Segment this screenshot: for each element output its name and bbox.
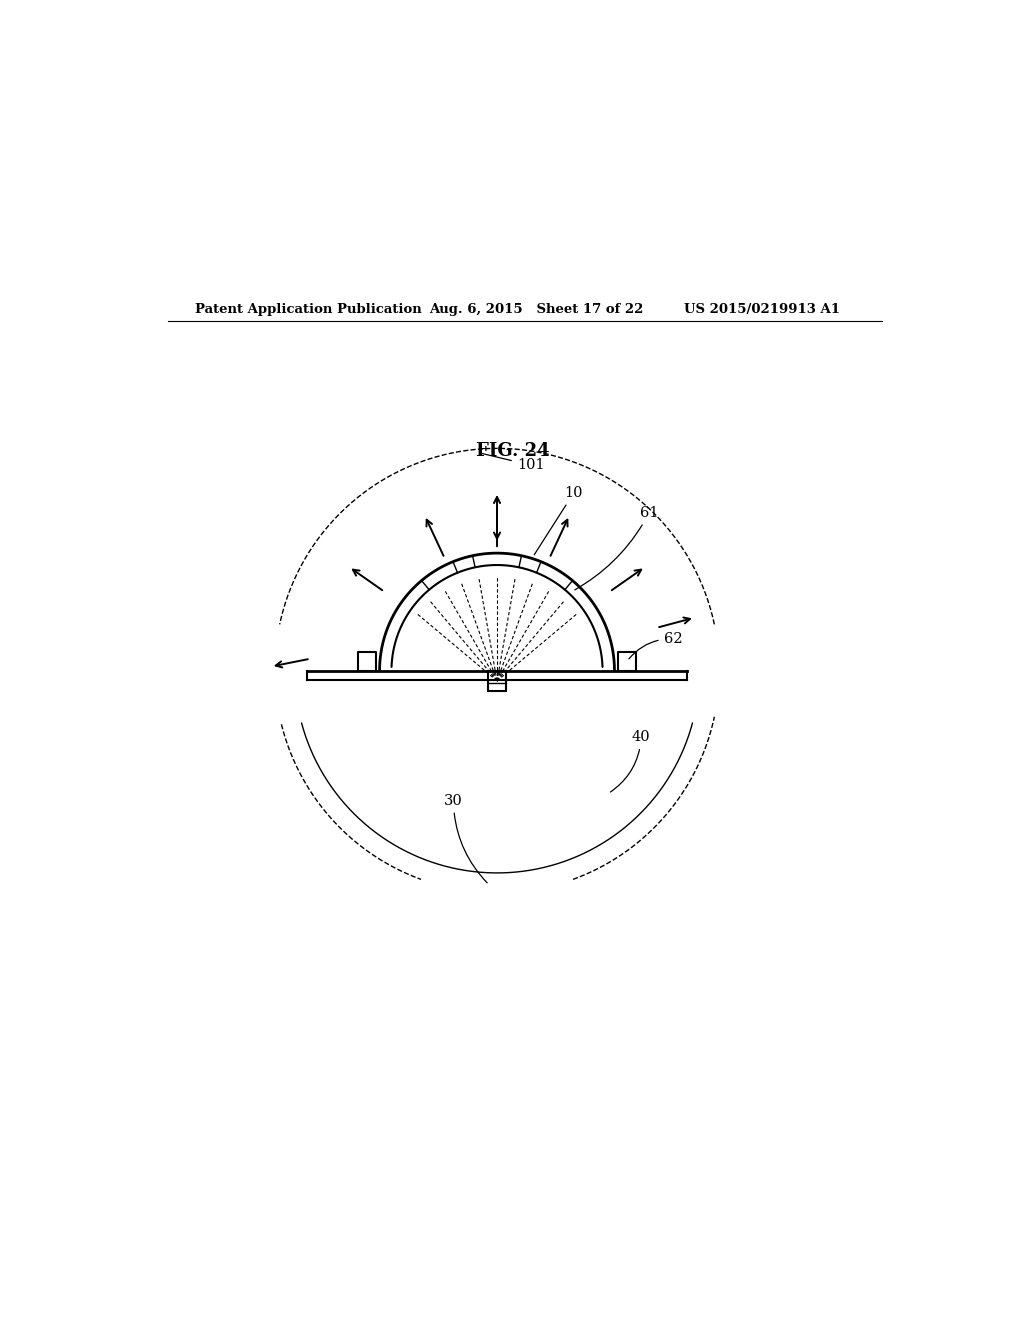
Bar xyxy=(488,671,506,692)
Text: Patent Application Publication: Patent Application Publication xyxy=(196,304,422,315)
Text: 61: 61 xyxy=(574,506,658,590)
Text: US 2015/0219913 A1: US 2015/0219913 A1 xyxy=(684,304,840,315)
Text: FIG. 24: FIG. 24 xyxy=(476,442,550,461)
Text: 62: 62 xyxy=(629,632,682,659)
Text: 10: 10 xyxy=(535,486,583,554)
Text: 40: 40 xyxy=(610,730,650,792)
Text: Aug. 6, 2015   Sheet 17 of 22: Aug. 6, 2015 Sheet 17 of 22 xyxy=(430,304,644,315)
Text: 101: 101 xyxy=(480,453,545,473)
Text: 30: 30 xyxy=(444,793,487,883)
